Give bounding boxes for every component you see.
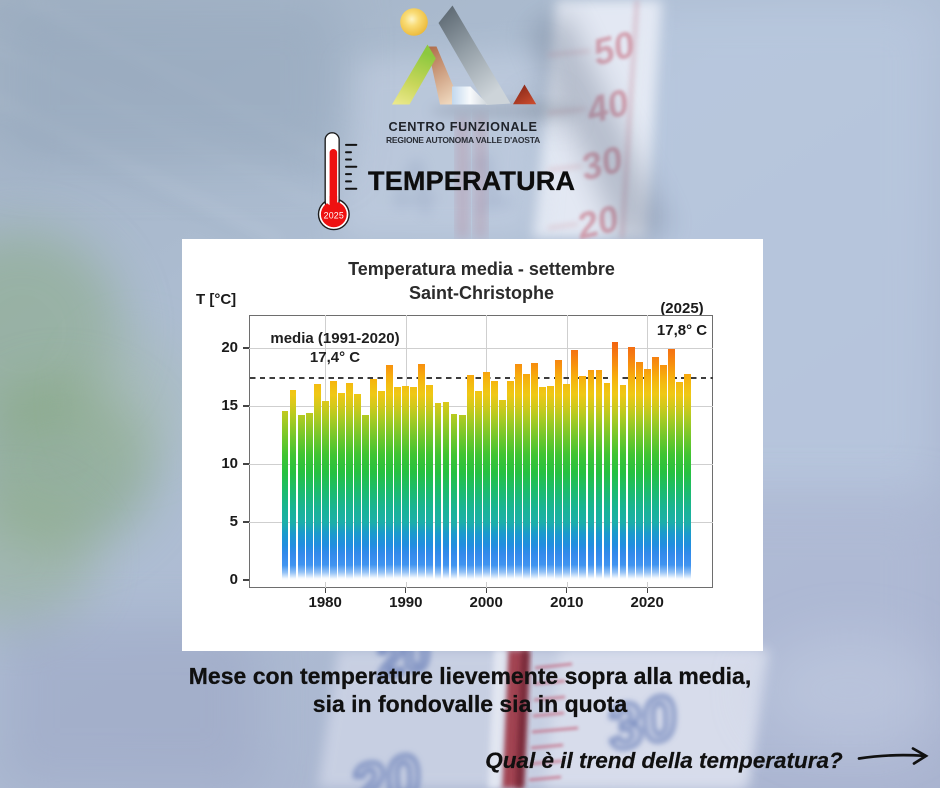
svg-text:50: 50	[589, 23, 639, 73]
svg-text:30: 30	[601, 682, 683, 764]
svg-text:2025: 2025	[324, 210, 344, 220]
